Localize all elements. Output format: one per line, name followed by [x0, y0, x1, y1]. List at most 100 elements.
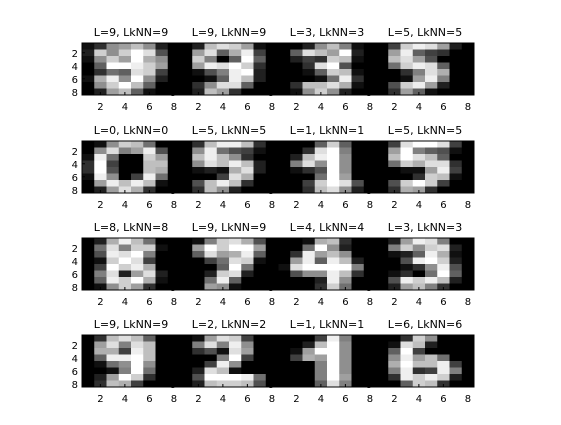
- pixel-cell: [106, 147, 120, 155]
- pixel-cell: [388, 244, 401, 252]
- y-tick-label: 8: [72, 283, 78, 294]
- y-tick-label: 6: [72, 367, 78, 378]
- x-tick-label: 8: [367, 102, 373, 113]
- pixel-cell: [327, 277, 340, 284]
- pixel-cell: [155, 335, 169, 342]
- pixel-cell: [425, 69, 438, 76]
- pixel-cell: [216, 82, 230, 89]
- pixel-cell: [253, 238, 267, 245]
- pixel-cell: [82, 367, 95, 375]
- pixel-cell: [461, 238, 475, 245]
- y-tick-label: 6: [268, 270, 274, 281]
- pixel-cell: [118, 141, 132, 148]
- pixel-cell: [167, 141, 181, 148]
- pixel-cell: [167, 160, 181, 168]
- pixel-cell: [400, 348, 414, 355]
- pixel-cell: [155, 88, 169, 96]
- pixel-cell: [278, 173, 291, 181]
- x-tick-label: 8: [465, 200, 471, 211]
- pixel-cell: [82, 62, 95, 70]
- pixel-cell: [363, 43, 377, 50]
- pixel-cell: [302, 69, 316, 76]
- pixel-cell: [253, 167, 267, 174]
- pixel-cell: [388, 43, 401, 50]
- pixel-cell: [412, 88, 426, 96]
- pixel-cell: [425, 257, 438, 265]
- pixel-cell: [449, 75, 463, 83]
- pixel-cell: [339, 141, 352, 148]
- pixel-cell: [351, 141, 365, 148]
- pixel-cell: [314, 56, 328, 63]
- x-tick-label: 6: [440, 297, 446, 308]
- pixel-cell: [425, 154, 438, 161]
- pixel-cell: [143, 244, 156, 252]
- pixel-cell: [241, 173, 254, 181]
- pixel-cell: [449, 354, 463, 362]
- pixel-cell: [290, 160, 303, 168]
- pixel-cell: [461, 49, 475, 57]
- pixel-cell: [449, 43, 463, 50]
- pixel-cell: [216, 56, 230, 63]
- pixel-cell: [241, 283, 254, 291]
- pixel-cell: [241, 82, 254, 89]
- pixel-cell: [253, 270, 267, 278]
- pixel-cell: [327, 173, 340, 181]
- pixel-cell: [143, 43, 156, 50]
- pixel-cell: [449, 49, 463, 57]
- x-tick-label: 2: [391, 102, 397, 113]
- pixel-cell: [155, 244, 169, 252]
- y-tick-label: 6: [268, 367, 274, 378]
- pixel-cell: [461, 82, 475, 89]
- pixel-cell: [302, 341, 316, 349]
- x-tick-label: 4: [122, 102, 128, 113]
- pixel-cell: [265, 348, 279, 355]
- pixel-cell: [167, 283, 181, 291]
- pixel-cell: [106, 348, 120, 355]
- pixel-cell: [180, 147, 193, 155]
- pixel-cell: [106, 43, 120, 50]
- pixel-cell: [339, 43, 352, 50]
- y-tick-label: 8: [170, 88, 176, 99]
- pixel-cell: [167, 270, 181, 278]
- pixel-cell: [155, 257, 169, 265]
- pixel-cell: [290, 154, 303, 161]
- pixel-cell: [461, 180, 475, 187]
- pixel-cell: [461, 374, 475, 381]
- pixel-cell: [82, 264, 95, 271]
- pixel-cell: [461, 335, 475, 342]
- pixel-cell: [106, 367, 120, 375]
- pixel-cell: [351, 62, 365, 70]
- pixel-cell: [253, 154, 267, 161]
- pixel-cell: [265, 49, 279, 57]
- pixel-cell: [339, 374, 352, 381]
- pixel-cell: [118, 257, 132, 265]
- pixel-cell: [94, 141, 107, 148]
- y-tick-label: 4: [170, 62, 176, 73]
- pixel-cell: [155, 374, 169, 381]
- pixel-cell: [437, 341, 450, 349]
- pixel-cell: [302, 167, 316, 174]
- pixel-cell: [241, 56, 254, 63]
- pixel-cell: [412, 257, 426, 265]
- pixel-cell: [180, 264, 193, 271]
- pixel-cell: [314, 147, 328, 155]
- pixel-cell: [327, 141, 340, 148]
- y-tick-label: 4: [366, 257, 372, 268]
- pixel-cell: [131, 82, 144, 89]
- pixel-cell: [241, 238, 254, 245]
- pixel-cell: [376, 82, 389, 89]
- pixel-cell: [327, 69, 340, 76]
- pixel-cell: [82, 354, 95, 362]
- pixel-cell: [265, 354, 279, 362]
- pixel-cell: [437, 141, 450, 148]
- pixel-cell: [400, 43, 414, 50]
- pixel-cell: [253, 257, 267, 265]
- pixel-cell: [265, 62, 279, 70]
- pixel-cell: [388, 264, 401, 271]
- pixel-cell: [94, 43, 107, 50]
- pixel-cell: [106, 167, 120, 174]
- y-tick-label: 4: [170, 257, 176, 268]
- y-tick-label: 4: [170, 354, 176, 365]
- pixel-cell: [82, 380, 95, 388]
